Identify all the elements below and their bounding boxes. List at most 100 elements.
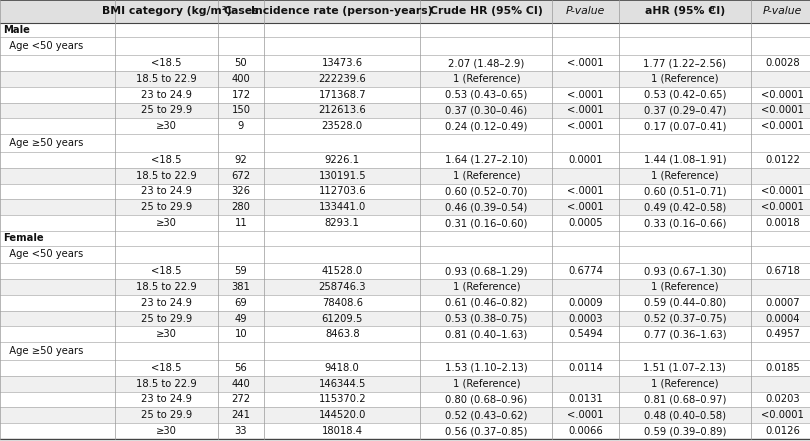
Text: 1 (Reference): 1 (Reference) [453,74,520,84]
Text: 18.5 to 22.9: 18.5 to 22.9 [136,74,197,84]
Text: 69: 69 [235,298,247,308]
Text: 1 (Reference): 1 (Reference) [651,379,718,389]
Text: <.0001: <.0001 [567,90,604,100]
Text: 1.44 (1.08–1.91): 1.44 (1.08–1.91) [644,155,726,165]
Bar [0,263,810,279]
Text: 0.81 (0.40–1.63): 0.81 (0.40–1.63) [446,329,527,339]
Text: 0.31 (0.16–0.60): 0.31 (0.16–0.60) [446,218,527,228]
Text: <.0001: <.0001 [567,105,604,116]
Text: 25 to 29.9: 25 to 29.9 [141,105,192,116]
Text: 0.61 (0.46–0.82): 0.61 (0.46–0.82) [446,298,527,308]
Text: 144520.0: 144520.0 [318,410,366,420]
Text: ≥30: ≥30 [156,121,177,131]
Text: 1.53 (1.10–2.13): 1.53 (1.10–2.13) [445,363,528,373]
Text: 0.24 (0.12–0.49): 0.24 (0.12–0.49) [446,121,527,131]
Text: 272: 272 [232,394,250,404]
Text: 0.37 (0.30–0.46): 0.37 (0.30–0.46) [446,105,527,116]
Text: 326: 326 [232,187,250,196]
Text: 222239.6: 222239.6 [318,74,366,84]
Text: 0.6774: 0.6774 [568,266,603,276]
Text: 0.59 (0.44–0.80): 0.59 (0.44–0.80) [644,298,726,308]
Text: 112703.6: 112703.6 [318,187,366,196]
Text: 23 to 24.9: 23 to 24.9 [141,90,192,100]
Text: a: a [710,4,714,13]
Bar [0,37,810,55]
Bar [0,71,810,87]
Bar [0,246,810,263]
Text: P-value: P-value [763,7,803,16]
Text: Male: Male [3,25,30,35]
Text: 78408.6: 78408.6 [322,298,363,308]
Bar [0,295,810,310]
Text: 18.5 to 22.9: 18.5 to 22.9 [136,171,197,181]
Text: P-value: P-value [566,7,605,16]
Text: 0.0126: 0.0126 [765,426,800,436]
Text: 400: 400 [232,74,250,84]
Text: <0.0001: <0.0001 [761,187,804,196]
Text: 440: 440 [232,379,250,389]
Text: 0.0028: 0.0028 [765,58,800,68]
Bar [0,360,810,376]
Text: 130191.5: 130191.5 [318,171,366,181]
Text: 0.0001: 0.0001 [569,155,603,165]
Bar [0,23,810,37]
Text: 92: 92 [235,155,247,165]
Text: 0.37 (0.29–0.47): 0.37 (0.29–0.47) [644,105,726,116]
Text: aHR (95% CI): aHR (95% CI) [645,7,725,16]
Text: Cases: Cases [224,7,258,16]
Text: 1 (Reference): 1 (Reference) [651,171,718,181]
Bar [0,87,810,103]
Text: 258746.3: 258746.3 [318,282,366,292]
Text: 9418.0: 9418.0 [325,363,360,373]
Text: 212613.6: 212613.6 [318,105,366,116]
Text: 0.80 (0.68–0.96): 0.80 (0.68–0.96) [446,394,527,404]
Text: 0.46 (0.39–0.54): 0.46 (0.39–0.54) [446,202,527,212]
Text: 56: 56 [235,363,247,373]
Text: 8463.8: 8463.8 [325,329,360,339]
Bar [0,392,810,407]
Text: 13473.6: 13473.6 [322,58,363,68]
Text: 25 to 29.9: 25 to 29.9 [141,202,192,212]
Text: 41528.0: 41528.0 [322,266,363,276]
Text: <0.0001: <0.0001 [761,105,804,116]
Text: 0.77 (0.36–1.63): 0.77 (0.36–1.63) [644,329,726,339]
Text: <18.5: <18.5 [151,266,181,276]
Text: 18.5 to 22.9: 18.5 to 22.9 [136,282,197,292]
Text: 0.48 (0.40–0.58): 0.48 (0.40–0.58) [644,410,726,420]
Text: Age ≥50 years: Age ≥50 years [3,138,83,148]
Text: 0.17 (0.07–0.41): 0.17 (0.07–0.41) [644,121,726,131]
Text: 23 to 24.9: 23 to 24.9 [141,298,192,308]
Text: Crude HR (95% CI): Crude HR (95% CI) [430,7,543,16]
Text: <.0001: <.0001 [567,187,604,196]
Bar [0,215,810,231]
Text: 0.53 (0.38–0.75): 0.53 (0.38–0.75) [446,314,527,324]
Text: 1.64 (1.27–2.10): 1.64 (1.27–2.10) [445,155,528,165]
Text: <18.5: <18.5 [151,363,181,373]
Text: 0.4957: 0.4957 [765,329,800,339]
Bar [0,103,810,118]
Bar [0,168,810,183]
Text: 0.59 (0.39–0.89): 0.59 (0.39–0.89) [644,426,726,436]
Text: 133441.0: 133441.0 [318,202,366,212]
Text: Female: Female [3,233,44,243]
Text: ≥30: ≥30 [156,218,177,228]
Text: 0.56 (0.37–0.85): 0.56 (0.37–0.85) [446,426,527,436]
Text: Age <50 years: Age <50 years [3,41,83,51]
Text: 50: 50 [235,58,247,68]
Text: <0.0001: <0.0001 [761,121,804,131]
Text: 25 to 29.9: 25 to 29.9 [141,410,192,420]
Bar [0,310,810,326]
Text: 171368.7: 171368.7 [318,90,366,100]
Text: 0.6718: 0.6718 [765,266,800,276]
Text: 280: 280 [232,202,250,212]
Text: <.0001: <.0001 [567,58,604,68]
Bar [0,55,810,71]
Text: 0.52 (0.37–0.75): 0.52 (0.37–0.75) [644,314,726,324]
Text: 33: 33 [235,426,247,436]
Text: 0.81 (0.68–0.97): 0.81 (0.68–0.97) [644,394,726,404]
Text: 9226.1: 9226.1 [325,155,360,165]
Text: 0.93 (0.67–1.30): 0.93 (0.67–1.30) [644,266,726,276]
Bar [0,279,810,295]
Text: 0.0009: 0.0009 [569,298,603,308]
Text: 0.60 (0.51–0.71): 0.60 (0.51–0.71) [644,187,726,196]
